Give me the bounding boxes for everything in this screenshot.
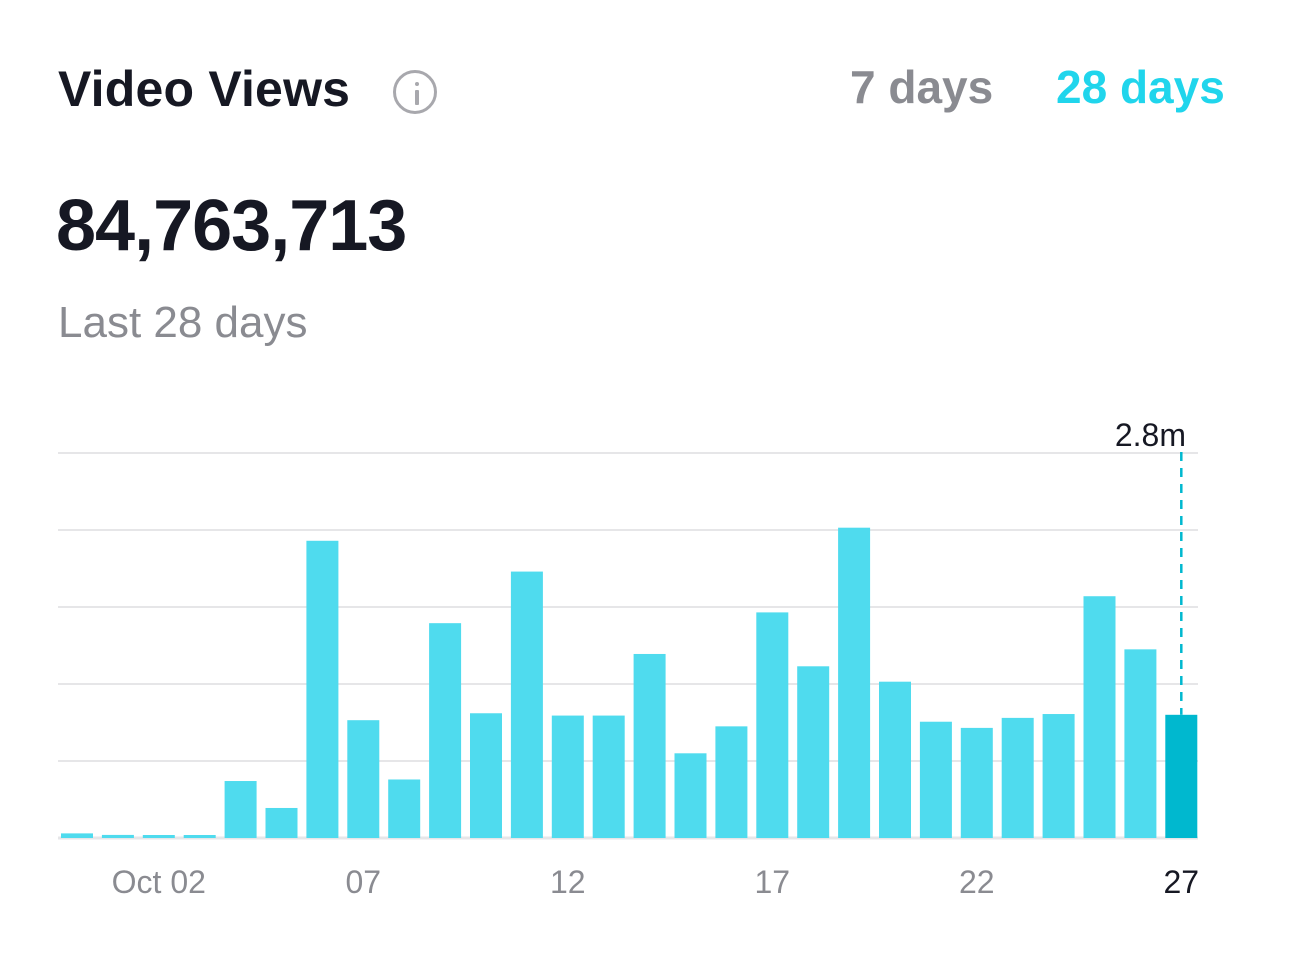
info-icon-dot: [414, 82, 419, 86]
bar[interactable]: [306, 540, 339, 838]
bar-selected[interactable]: [1165, 714, 1198, 838]
bar[interactable]: [183, 835, 216, 838]
bar[interactable]: [797, 666, 830, 838]
tab-28-days[interactable]: 28 days: [1056, 61, 1225, 113]
page-title: Video Views: [58, 61, 351, 117]
x-tick-label: 22: [959, 864, 995, 900]
bar[interactable]: [265, 807, 298, 838]
total-views: 84,763,713: [56, 186, 407, 266]
x-tick-label: 12: [550, 864, 586, 900]
bar[interactable]: [1083, 596, 1116, 838]
bar[interactable]: [388, 779, 421, 838]
period-label: Last 28 days: [58, 298, 308, 347]
bar[interactable]: [674, 753, 707, 838]
bar[interactable]: [551, 715, 584, 838]
bar[interactable]: [429, 623, 462, 838]
bar[interactable]: [633, 653, 666, 838]
bar[interactable]: [1124, 649, 1157, 838]
x-tick-label: 07: [346, 864, 382, 900]
bar[interactable]: [142, 835, 175, 838]
info-icon-bar: [414, 90, 419, 105]
bar[interactable]: [1001, 717, 1034, 838]
bar[interactable]: [592, 715, 625, 838]
bar[interactable]: [879, 681, 911, 838]
bar[interactable]: [715, 726, 748, 838]
bar[interactable]: [347, 720, 380, 838]
bar[interactable]: [510, 571, 543, 838]
bar[interactable]: [960, 727, 993, 838]
info-icon[interactable]: [393, 70, 437, 114]
bar[interactable]: [919, 721, 952, 838]
bar[interactable]: [756, 612, 789, 838]
x-tick-label: Oct 02: [112, 864, 206, 900]
x-tick-label: 17: [755, 864, 791, 900]
x-tick-label: 27: [1164, 864, 1200, 900]
bar[interactable]: [224, 781, 257, 838]
bar[interactable]: [838, 527, 871, 838]
bar[interactable]: [1042, 714, 1075, 838]
bar[interactable]: [61, 833, 93, 838]
tab-7-days[interactable]: 7 days: [850, 61, 994, 113]
bar[interactable]: [470, 713, 502, 838]
selected-bar-value-label: 2.8m: [1115, 417, 1186, 453]
bar[interactable]: [101, 834, 134, 838]
